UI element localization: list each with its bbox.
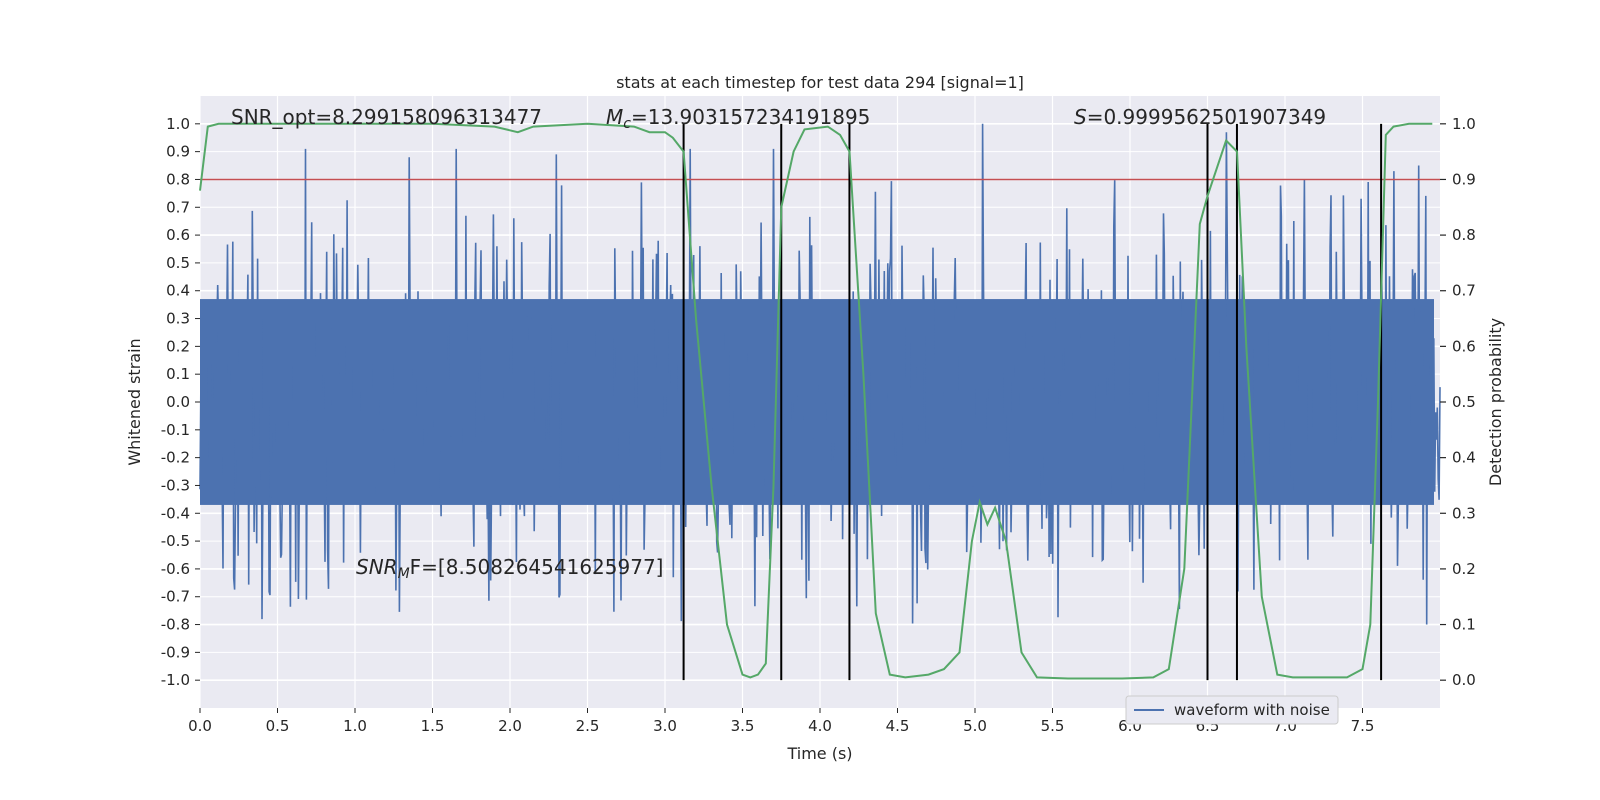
y2-tick-label: 0.4 <box>1452 449 1476 467</box>
y-tick-label: 0.2 <box>166 337 190 355</box>
y-tick-label: -0.3 <box>161 476 190 494</box>
y-tick-label: 0.1 <box>166 365 190 383</box>
y-tick-label: 0.8 <box>166 170 190 188</box>
y-tick-label: -0.2 <box>161 449 190 467</box>
legend-label-waveform: waveform with noise <box>1174 701 1330 719</box>
legend: waveform with noise <box>1125 695 1339 725</box>
snr-opt-annotation: SNR_opt=8.299158096313477 <box>231 105 542 129</box>
vertical-lines <box>682 123 1383 681</box>
y-tick-label: -0.6 <box>161 560 190 578</box>
mc-annotation: Mc=13.903157234191895 <box>606 105 870 132</box>
y-tick-label: -1.0 <box>161 671 190 689</box>
y2-tick-label: 0.1 <box>1452 616 1476 634</box>
y2-tick-label: 0.3 <box>1452 504 1476 522</box>
mc-symbol: M <box>606 105 623 129</box>
snr-mf-symbol: SNR <box>356 555 398 579</box>
y-tick-label: -0.1 <box>161 421 190 439</box>
legend-box <box>1125 695 1339 725</box>
x-tick-label: 5.5 <box>1041 717 1065 735</box>
x-tick-label: 0.0 <box>188 717 212 735</box>
y-tick-label: 0.5 <box>166 254 190 272</box>
y-tick-label: 0.9 <box>166 143 190 161</box>
y2-tick-label: 0.2 <box>1452 560 1476 578</box>
mc-subscript: c <box>623 116 631 132</box>
y2-tick-label: 0.6 <box>1452 337 1476 355</box>
mc-value: =13.903157234191895 <box>631 105 870 129</box>
y2-tick-label: 0.7 <box>1452 282 1476 300</box>
x-tick-label: 5.0 <box>963 717 987 735</box>
x-axis-label: Time (s) <box>786 744 852 763</box>
y2-tick-label: 0.5 <box>1452 393 1476 411</box>
y-tick-label: -0.4 <box>161 504 190 522</box>
x-tick-label: 4.0 <box>808 717 832 735</box>
y2-tick-label: 0.9 <box>1452 170 1476 188</box>
x-tick-label: 2.5 <box>576 717 600 735</box>
y-tick-label: 1.0 <box>166 115 190 133</box>
waveform-line <box>199 123 1441 625</box>
y-tick-label: -0.8 <box>161 616 190 634</box>
y2-tick-label: 0.0 <box>1452 671 1476 689</box>
y2-ticks: 1.0 0.9 0.8 0.7 0.6 0.5 0.4 0.3 0.2 0.1 0.0 <box>1440 115 1476 689</box>
y-tick-label: 0.4 <box>166 282 190 300</box>
x-tick-label: 4.5 <box>886 717 910 735</box>
chart-title: stats at each timestep for test data 294… <box>616 73 1024 92</box>
x-tick-label: 3.0 <box>653 717 677 735</box>
y-tick-label: 0.7 <box>166 198 190 216</box>
y-tick-label: -0.5 <box>161 532 190 550</box>
y2-axis-label: Detection probability <box>1486 318 1505 486</box>
s-value: =0.9999562501907349 <box>1087 105 1326 129</box>
y-tick-label: -0.7 <box>161 588 190 606</box>
detection-probability-line <box>199 122 1433 680</box>
y2-tick-label: 0.8 <box>1452 226 1476 244</box>
x-tick-label: 0.5 <box>266 717 290 735</box>
x-tick-label: 7.5 <box>1351 717 1375 735</box>
y-tick-label: 0.0 <box>166 393 190 411</box>
s-annotation: S=0.9999562501907349 <box>1074 105 1326 129</box>
y-tick-label: -0.9 <box>161 643 190 661</box>
snr-mf-subscript: M <box>398 566 410 582</box>
s-symbol: S <box>1074 105 1087 129</box>
x-tick-label: 3.5 <box>731 717 755 735</box>
y-tick-label: 0.3 <box>166 310 190 328</box>
y-ticks: 1.0 0.9 0.8 0.7 0.6 0.5 0.4 0.3 0.2 0.1 0.0 -0.1 -0.… <box>161 115 200 689</box>
x-tick-label: 1.5 <box>421 717 445 735</box>
detection-probability-series <box>199 122 1433 680</box>
x-tick-label: 1.0 <box>343 717 367 735</box>
y2-tick-label: 1.0 <box>1452 115 1476 133</box>
snr-mf-value: F=[8.508264541625977] <box>410 555 664 579</box>
y-axis-label: Whitened strain <box>125 338 144 465</box>
y-tick-label: 0.6 <box>166 226 190 244</box>
x-tick-label: 2.0 <box>498 717 522 735</box>
x-ticks: 0.0 0.5 1.0 1.5 2.0 2.5 3.0 3.5 4.0 4.5 5.0 5.5 6.0 6… <box>188 708 1374 735</box>
waveform-with-noise-series <box>199 123 1441 625</box>
snr-mf-annotation: SNRMF=[8.508264541625977] <box>356 555 663 582</box>
